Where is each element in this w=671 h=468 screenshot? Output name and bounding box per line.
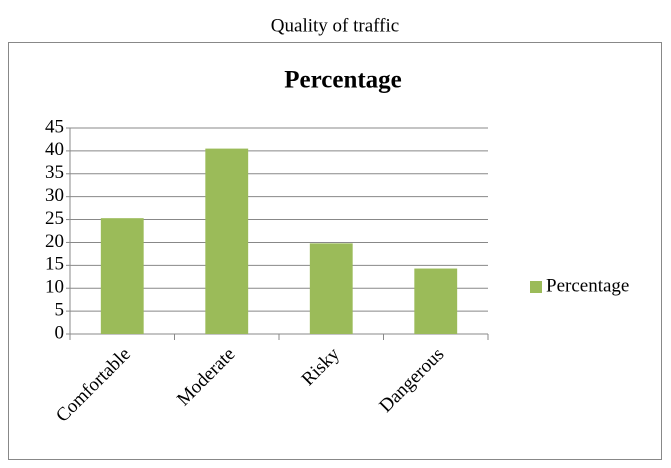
y-tick-label: 30 bbox=[45, 185, 64, 206]
y-tick-label: 40 bbox=[45, 139, 64, 160]
y-tick-label: 0 bbox=[55, 322, 65, 343]
y-tick-label: 45 bbox=[45, 116, 64, 137]
caption: Quality of traffic bbox=[271, 15, 399, 36]
y-tick-label: 25 bbox=[45, 208, 64, 229]
y-tick-label: 5 bbox=[55, 299, 65, 320]
bar bbox=[309, 243, 353, 334]
bar bbox=[205, 148, 249, 334]
y-tick-label: 15 bbox=[45, 254, 64, 275]
y-tick-label: 10 bbox=[45, 277, 64, 298]
y-tick-label: 20 bbox=[45, 231, 64, 252]
bar bbox=[414, 268, 458, 334]
chart-title: Percentage bbox=[284, 67, 402, 94]
bar bbox=[100, 218, 144, 334]
y-tick-label: 35 bbox=[45, 162, 64, 183]
legend-label: Percentage bbox=[546, 275, 629, 296]
legend-swatch bbox=[530, 281, 542, 293]
